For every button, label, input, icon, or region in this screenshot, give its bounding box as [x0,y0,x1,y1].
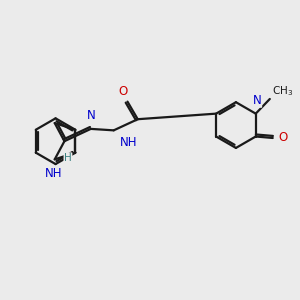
Text: O: O [278,131,287,145]
Text: H: H [64,153,72,163]
Text: O: O [118,85,128,98]
Text: NH: NH [44,167,62,180]
Text: N: N [253,94,262,107]
Text: CH$_3$: CH$_3$ [272,84,293,98]
Text: NH: NH [120,136,138,148]
Text: N: N [86,110,95,122]
